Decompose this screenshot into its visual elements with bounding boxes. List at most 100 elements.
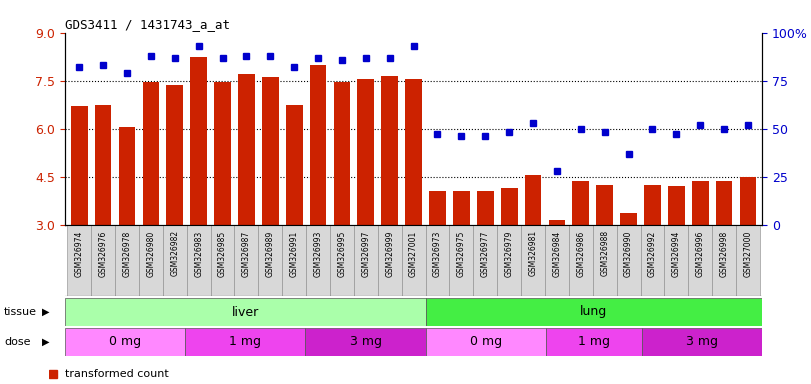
Bar xyxy=(426,225,449,296)
Bar xyxy=(546,328,642,356)
Bar xyxy=(716,182,732,225)
Text: GSM326988: GSM326988 xyxy=(600,230,609,276)
Text: GSM326975: GSM326975 xyxy=(457,230,466,277)
Bar xyxy=(545,225,569,296)
Text: tissue: tissue xyxy=(4,307,37,317)
Bar xyxy=(736,225,760,296)
Text: GSM326999: GSM326999 xyxy=(385,230,394,277)
Bar xyxy=(521,225,545,296)
Text: GSM326979: GSM326979 xyxy=(504,230,513,277)
Bar xyxy=(429,191,446,225)
Text: dose: dose xyxy=(4,337,31,347)
Text: lung: lung xyxy=(581,306,607,318)
Bar xyxy=(620,214,637,225)
Text: GSM326991: GSM326991 xyxy=(290,230,298,276)
Bar xyxy=(573,182,589,225)
Bar xyxy=(166,86,183,225)
Bar xyxy=(187,225,211,296)
Text: GSM326987: GSM326987 xyxy=(242,230,251,276)
Text: 0 mg: 0 mg xyxy=(470,336,502,348)
Text: GSM326977: GSM326977 xyxy=(481,230,490,277)
Bar xyxy=(234,225,259,296)
Bar xyxy=(406,79,422,225)
Bar xyxy=(115,225,139,296)
Bar xyxy=(259,225,282,296)
Text: GSM326978: GSM326978 xyxy=(122,230,131,276)
Text: GSM326992: GSM326992 xyxy=(648,230,657,276)
Bar xyxy=(477,191,494,225)
Bar xyxy=(525,175,542,225)
Bar xyxy=(330,225,354,296)
Bar xyxy=(191,57,207,225)
Text: GSM326981: GSM326981 xyxy=(529,230,538,276)
Bar xyxy=(65,298,426,326)
Bar xyxy=(548,220,565,225)
Bar xyxy=(426,328,546,356)
Text: GSM326973: GSM326973 xyxy=(433,230,442,277)
Bar xyxy=(95,105,111,225)
Bar xyxy=(449,225,474,296)
Bar xyxy=(91,225,115,296)
Bar xyxy=(214,82,231,225)
Bar xyxy=(668,186,684,225)
Text: GSM326990: GSM326990 xyxy=(624,230,633,277)
Bar xyxy=(500,188,517,225)
Bar xyxy=(139,225,163,296)
Bar xyxy=(285,105,303,225)
Bar xyxy=(163,225,187,296)
Text: GSM326976: GSM326976 xyxy=(99,230,108,277)
Text: GSM326993: GSM326993 xyxy=(314,230,323,277)
Text: ▶: ▶ xyxy=(42,337,49,347)
Text: 0 mg: 0 mg xyxy=(109,336,141,348)
Text: GSM326986: GSM326986 xyxy=(577,230,586,276)
Bar xyxy=(118,127,135,225)
Text: GSM326998: GSM326998 xyxy=(719,230,728,276)
Text: GSM326983: GSM326983 xyxy=(194,230,203,276)
Bar xyxy=(67,225,91,296)
Text: GDS3411 / 1431743_a_at: GDS3411 / 1431743_a_at xyxy=(65,18,230,31)
Bar xyxy=(664,225,689,296)
Bar xyxy=(354,225,378,296)
Bar xyxy=(378,225,401,296)
Bar xyxy=(426,298,762,326)
Text: 3 mg: 3 mg xyxy=(686,336,719,348)
Bar xyxy=(596,185,613,225)
Bar xyxy=(211,225,234,296)
Bar xyxy=(238,74,255,225)
Bar xyxy=(616,225,641,296)
Bar xyxy=(401,225,426,296)
Text: transformed count: transformed count xyxy=(65,369,169,379)
Text: GSM326996: GSM326996 xyxy=(696,230,705,277)
Text: GSM327000: GSM327000 xyxy=(744,230,753,277)
Bar xyxy=(593,225,616,296)
Bar xyxy=(474,225,497,296)
Text: GSM326989: GSM326989 xyxy=(266,230,275,276)
Bar xyxy=(282,225,306,296)
Text: 1 mg: 1 mg xyxy=(578,336,610,348)
Bar xyxy=(569,225,593,296)
Bar xyxy=(333,82,350,225)
Bar xyxy=(71,106,88,225)
Bar xyxy=(692,182,709,225)
Bar xyxy=(262,78,279,225)
Bar xyxy=(143,82,159,225)
Text: GSM326984: GSM326984 xyxy=(552,230,561,276)
Text: GSM326985: GSM326985 xyxy=(218,230,227,276)
Bar xyxy=(306,225,330,296)
Bar xyxy=(306,328,426,356)
Text: ▶: ▶ xyxy=(42,307,49,317)
Text: GSM326980: GSM326980 xyxy=(146,230,156,276)
Text: GSM326997: GSM326997 xyxy=(362,230,371,277)
Text: GSM326994: GSM326994 xyxy=(672,230,681,277)
Bar xyxy=(185,328,306,356)
Text: 3 mg: 3 mg xyxy=(350,336,381,348)
Bar xyxy=(740,177,757,225)
Text: liver: liver xyxy=(232,306,259,318)
Text: GSM326995: GSM326995 xyxy=(337,230,346,277)
Bar xyxy=(497,225,521,296)
Bar xyxy=(381,76,398,225)
Bar xyxy=(642,328,762,356)
Text: GSM326982: GSM326982 xyxy=(170,230,179,276)
Text: GSM326974: GSM326974 xyxy=(75,230,84,277)
Bar xyxy=(644,185,661,225)
